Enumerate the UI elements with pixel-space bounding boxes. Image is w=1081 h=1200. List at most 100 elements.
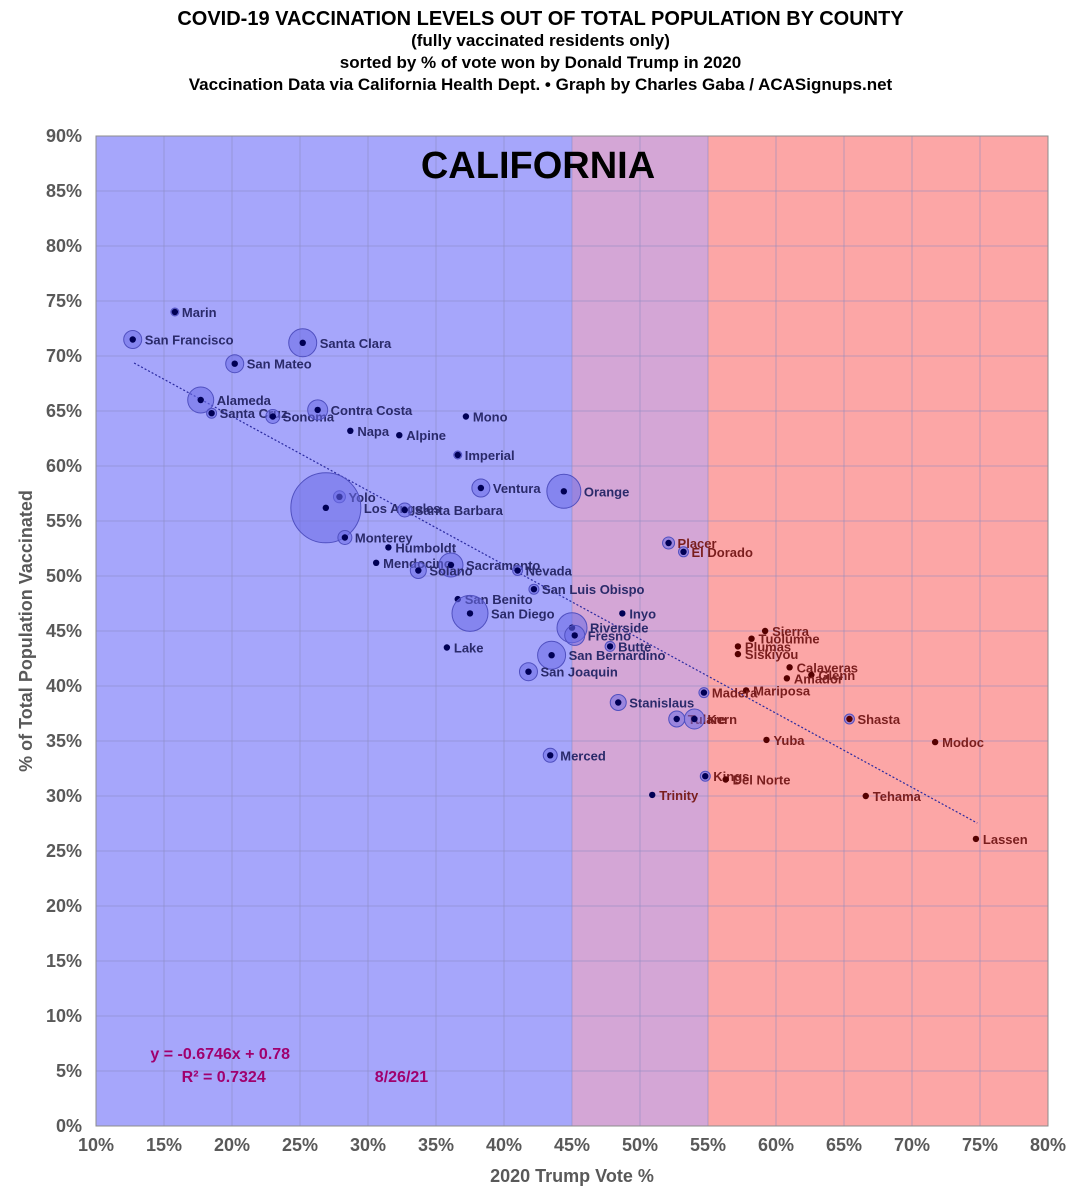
point-mendocino (372, 559, 380, 566)
point-tulare (673, 715, 680, 723)
y-tick-label: 60% (46, 456, 82, 476)
x-tick-label: 80% (1030, 1135, 1066, 1155)
point-mariposa (742, 687, 750, 694)
point-label-calaveras: Calaveras (797, 660, 858, 675)
point-san-joaquin (525, 668, 532, 675)
y-tick-label: 0% (56, 1116, 82, 1136)
point-kings (702, 773, 709, 780)
y-tick-label: 75% (46, 291, 82, 311)
y-tick-label: 5% (56, 1061, 82, 1081)
point-label-trinity: Trinity (659, 788, 699, 803)
point-amador (783, 675, 791, 682)
point-label-butte: Butte (618, 639, 651, 654)
y-tick-label: 50% (46, 566, 82, 586)
point-label-glenn: Glenn (818, 668, 855, 683)
y-tick-label: 65% (46, 401, 82, 421)
y-tick-label: 30% (46, 786, 82, 806)
point-label-shasta: Shasta (857, 712, 900, 727)
y-axis-title: % of Total Population Vaccinated (16, 490, 36, 772)
x-tick-label: 70% (894, 1135, 930, 1155)
point-merced (547, 752, 554, 759)
point-label-monterey: Monterey (355, 531, 414, 546)
x-tick-label: 25% (282, 1135, 318, 1155)
chart-subtitle-2: sorted by % of vote won by Donald Trump … (339, 53, 742, 72)
point-label-madera: Madera (712, 686, 758, 701)
point-san-diego (466, 610, 474, 617)
point-label-san-francisco: San Francisco (145, 333, 234, 348)
point-label-orange: Orange (584, 484, 630, 499)
point-label-kern: Kern (707, 712, 737, 727)
point-orange (560, 488, 568, 495)
point-modoc (931, 738, 939, 746)
point-label-san-bernardino: San Bernardino (569, 648, 666, 663)
point-label-el-dorado: El Dorado (692, 545, 753, 560)
trend-r-squared: R² = 0.7324 (182, 1069, 266, 1086)
point-fresno (571, 632, 578, 639)
point-label-siskiyou: Siskiyou (745, 647, 799, 662)
point-plumas (734, 643, 742, 650)
y-tick-label: 20% (46, 896, 82, 916)
point-label-san-mateo: San Mateo (247, 357, 312, 372)
point-label-tuolumne: Tuolumne (759, 632, 820, 647)
point-label-yuba: Yuba (773, 733, 805, 748)
point-sierra (761, 627, 769, 635)
point-kern (691, 715, 698, 723)
x-tick-label: 75% (962, 1135, 998, 1155)
y-tick-label: 45% (46, 621, 82, 641)
point-label-inyo: Inyo (629, 606, 656, 621)
point-san-luis-obispo (530, 586, 538, 593)
point-alameda (197, 396, 204, 404)
y-tick-label: 80% (46, 236, 82, 256)
point-butte (606, 643, 614, 650)
point-label-amador: Amador (794, 671, 843, 686)
y-tick-label: 55% (46, 511, 82, 531)
chart-title: COVID-19 VACCINATION LEVELS OUT OF TOTAL… (177, 8, 904, 30)
point-san-bernardino (548, 652, 555, 659)
point-marin (171, 308, 179, 316)
point-label-lassen: Lassen (983, 832, 1028, 847)
state-label: CALIFORNIA (421, 145, 655, 187)
point-monterey (341, 534, 349, 541)
point-label-riverside: Riverside (590, 621, 649, 636)
y-tick-label: 10% (46, 1006, 82, 1026)
point-alpine (396, 432, 403, 439)
point-sacramento (447, 561, 455, 569)
point-label-stanislaus: Stanislaus (629, 696, 694, 711)
point-label-placer: Placer (678, 536, 717, 551)
point-label-san-joaquin: San Joaquin (540, 665, 617, 680)
y-tick-label: 15% (46, 951, 82, 971)
plot-frame (95, 135, 1049, 1127)
point-label-santa-barbara: Santa Barbara (415, 503, 504, 518)
chart-source: Vaccination Data via California Health D… (188, 75, 893, 94)
point-label-mono: Mono (473, 410, 508, 425)
point-tuolumne (748, 635, 755, 642)
point-label-mariposa: Mariposa (753, 683, 811, 698)
point-lake (443, 644, 451, 651)
x-tick-label: 65% (826, 1135, 862, 1155)
point-inyo (619, 610, 626, 617)
point-label-imperial: Imperial (465, 448, 515, 463)
point-placer (665, 539, 672, 547)
point-imperial (454, 451, 461, 459)
x-tick-label: 15% (146, 1135, 182, 1155)
point-label-lake: Lake (454, 641, 484, 656)
point-label-humboldt: Humboldt (395, 540, 456, 555)
point-label-ventura: Ventura (493, 481, 541, 496)
point-calaveras (786, 664, 793, 671)
point-label-san-diego: San Diego (491, 606, 555, 621)
point-label-fresno: Fresno (588, 628, 631, 643)
point-label-plumas: Plumas (745, 639, 791, 654)
point-label-solano: Solano (429, 564, 472, 579)
x-tick-label: 60% (758, 1135, 794, 1155)
point-label-santa-clara: Santa Clara (320, 336, 392, 351)
x-tick-label: 10% (78, 1135, 114, 1155)
point-ventura (477, 484, 485, 492)
data-date: 8/26/21 (375, 1069, 428, 1086)
grid-lines (95, 135, 1049, 1127)
axis-ticks: 0% 5% 10% 15% 20% 25% 30% 35% 40% 45% 50% 55% 60% 65%… (46, 126, 1066, 1155)
point-sonoma (269, 413, 276, 420)
x-tick-label: 20% (214, 1135, 250, 1155)
y-tick-label: 85% (46, 181, 82, 201)
point-nevada (514, 567, 521, 574)
x-axis-title: 2020 Trump Vote % (490, 1166, 654, 1186)
